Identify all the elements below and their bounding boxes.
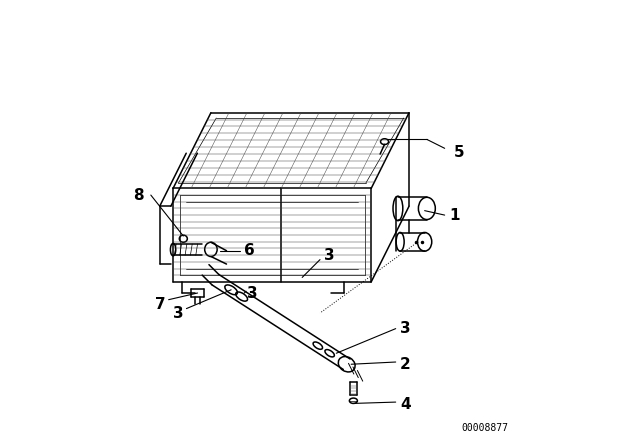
Text: 8: 8 [133,188,143,202]
Text: 4: 4 [400,397,411,412]
Text: 3: 3 [246,285,257,301]
Text: 2: 2 [400,357,411,372]
Text: 3: 3 [173,306,184,321]
Text: 7: 7 [156,297,166,312]
Text: 5: 5 [454,145,464,160]
Text: 00008877: 00008877 [461,423,508,433]
Text: 3: 3 [400,321,411,336]
Text: 6: 6 [244,243,255,258]
Text: 3: 3 [324,248,335,263]
Text: 1: 1 [449,207,460,223]
